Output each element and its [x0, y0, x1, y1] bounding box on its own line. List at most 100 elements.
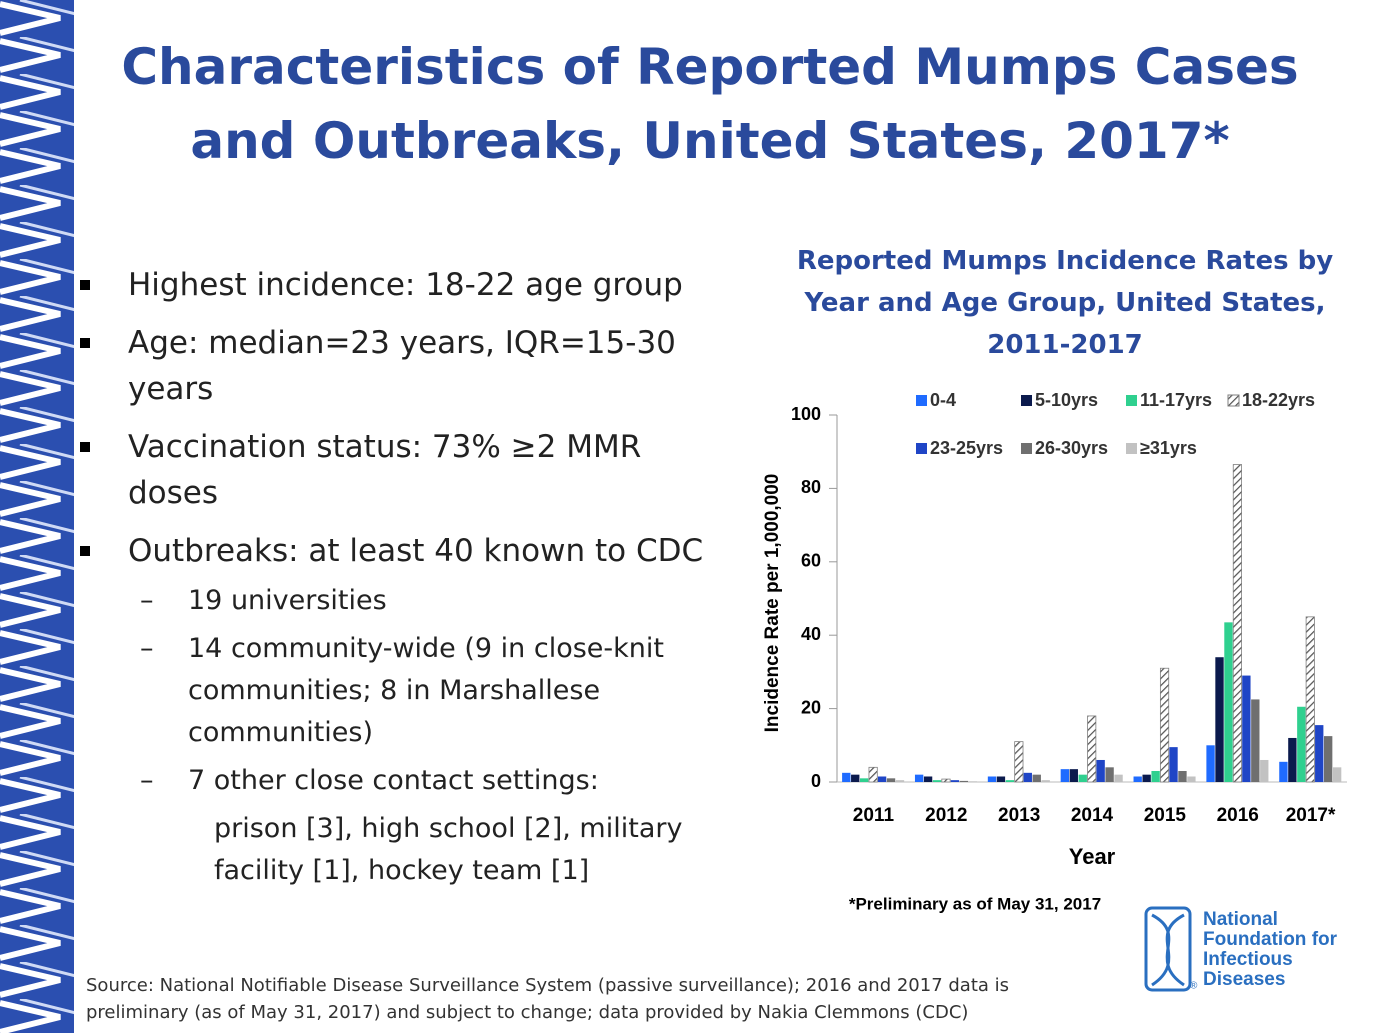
sub-bullet: 7 other close contact settings: prison [3… — [128, 760, 728, 892]
legend-label: 0-4 — [930, 390, 956, 410]
sub-bullet-text: 14 community-wide (9 in close-knit commu… — [188, 633, 664, 748]
bullet-text: Highest incidence: 18-22 age group — [128, 267, 683, 303]
bar — [1078, 774, 1087, 782]
bar — [868, 766, 878, 783]
bullet-text: Outbreaks: at least 40 known to CDC — [128, 533, 704, 569]
bar — [1260, 759, 1269, 782]
sub-list: 19 universities 14 community-wide (9 in c… — [128, 580, 728, 892]
bar — [1224, 622, 1233, 782]
bullet-list: Highest incidence: 18-22 age group Age: m… — [78, 262, 728, 904]
bar — [1332, 767, 1342, 782]
bullet-text: Vaccination status: 73% ≥2 MMR doses — [128, 429, 642, 511]
logo: National Foundation for Infectious Diseases — [1144, 906, 1338, 992]
legend-label: ≥31yrs — [1140, 438, 1197, 458]
bar — [923, 776, 933, 782]
logo-line: Infectious — [1203, 949, 1293, 970]
y-tick-label: 40 — [801, 624, 821, 644]
bar — [1105, 767, 1114, 782]
legend-swatch — [1021, 443, 1032, 454]
bar — [1232, 464, 1242, 783]
bar — [886, 778, 896, 782]
bar — [1032, 774, 1041, 782]
bar — [842, 772, 851, 782]
source-note: Source: National Notifiable Disease Surv… — [86, 975, 1010, 1023]
bar — [1206, 745, 1215, 782]
bar — [1023, 772, 1032, 782]
sub-bullet-text: 19 universities — [188, 585, 387, 616]
bar — [1187, 776, 1196, 782]
bar — [959, 780, 969, 782]
bullet: Outbreaks: at least 40 known to CDC 19 un… — [78, 528, 728, 892]
legend-swatch — [1126, 395, 1137, 406]
bar — [1297, 706, 1306, 782]
bar — [1151, 770, 1160, 782]
bar — [1305, 616, 1315, 783]
logo-line: National — [1203, 909, 1278, 930]
bar — [987, 776, 997, 782]
bar — [1041, 780, 1050, 782]
footnote: *Preliminary as of May 31, 2017 — [849, 894, 1101, 913]
bar — [1288, 737, 1297, 782]
bar — [1142, 774, 1151, 782]
legend-swatch — [1227, 394, 1240, 407]
legend-label: 26-30yrs — [1035, 438, 1108, 458]
legend-swatch — [916, 443, 927, 454]
bullet: Age: median=23 years, IQR=15-30 years — [78, 320, 728, 412]
bar — [1215, 657, 1224, 782]
x-tick-label: 2013 — [998, 805, 1040, 826]
bar — [1014, 741, 1024, 783]
bar — [1315, 725, 1324, 782]
bar — [1251, 699, 1260, 782]
bar — [1005, 780, 1015, 782]
bar — [968, 781, 978, 782]
bar — [1087, 715, 1097, 783]
y-tick-label: 60 — [801, 551, 821, 571]
bullet-text: Age: median=23 years, IQR=15-30 years — [128, 325, 676, 407]
x-tick-label: 2011 — [853, 805, 895, 826]
bar — [941, 778, 951, 783]
sub-bullet: 19 universities — [128, 580, 728, 622]
y-tick-label: 80 — [801, 477, 821, 497]
bar — [1323, 736, 1333, 782]
bar — [950, 780, 960, 782]
x-tick-label: 2015 — [1144, 805, 1187, 826]
sub-detail: prison [3], high school [2], military fa… — [214, 813, 683, 886]
legend-swatch — [916, 395, 927, 406]
logo-registered: ® — [1190, 981, 1198, 992]
legend-swatch — [1126, 443, 1137, 454]
bullet: Highest incidence: 18-22 age group — [78, 262, 728, 308]
bar — [1279, 761, 1288, 782]
bar — [1169, 747, 1178, 782]
chart-title: Reported Mumps Incidence Rates by Year a… — [796, 246, 1334, 360]
bar — [1178, 770, 1187, 782]
bar — [895, 780, 905, 782]
bar — [877, 776, 887, 782]
bar — [1060, 769, 1070, 782]
y-tick-label: 20 — [801, 697, 821, 717]
legend-label: 11-17yrs — [1140, 390, 1212, 410]
bar — [932, 780, 942, 782]
x-tick-label: 2016 — [1217, 805, 1259, 826]
y-tick-label: 100 — [791, 404, 821, 424]
x-tick-label: 2017* — [1286, 805, 1336, 826]
bar — [996, 776, 1006, 782]
bar — [1133, 776, 1142, 782]
legend-label: 18-22yrs — [1242, 390, 1315, 410]
x-axis-label: Year — [1069, 844, 1116, 869]
side-decoration — [0, 0, 74, 1033]
bar — [1242, 675, 1251, 782]
sub-bullet: 14 community-wide (9 in close-knit commu… — [128, 628, 728, 754]
bar — [1159, 667, 1170, 783]
x-tick-label: 2014 — [1071, 805, 1114, 826]
legend-swatch — [1021, 395, 1032, 406]
logo-line: Diseases — [1203, 969, 1285, 990]
sub-bullet-text: 7 other close contact settings: — [188, 765, 599, 796]
bar — [1096, 759, 1105, 782]
bar — [1114, 774, 1123, 782]
y-axis-label: Incidence Rate per 1,000,000 — [762, 474, 783, 733]
slide-title: Characteristics of Reported Mumps Cases … — [121, 38, 1299, 170]
legend-label: 23-25yrs — [930, 438, 1003, 458]
